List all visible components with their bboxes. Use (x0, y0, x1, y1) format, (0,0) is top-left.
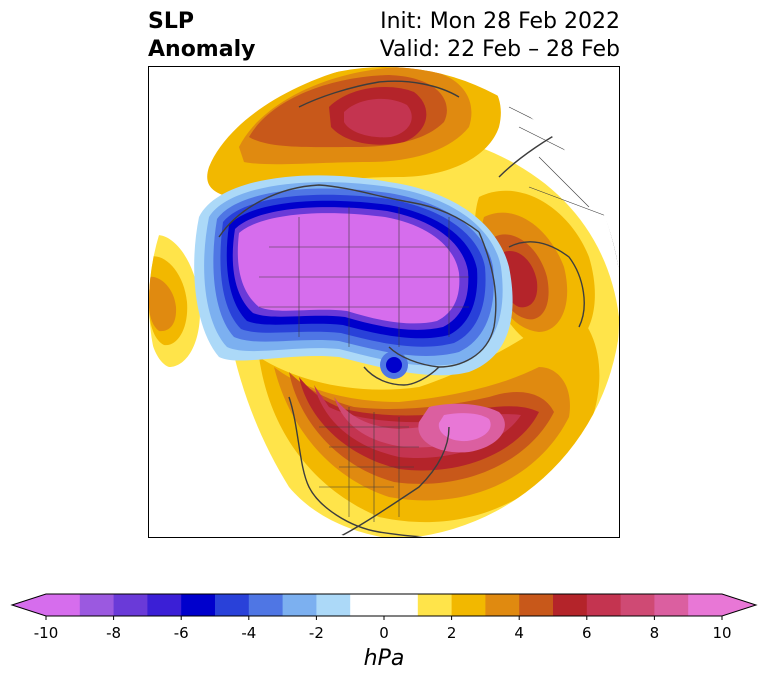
colorbar-bin (519, 594, 554, 616)
valid-date-label: Valid: 22 Feb – 28 Feb (379, 37, 620, 62)
colorbar-bin (215, 594, 250, 616)
colorbar (10, 593, 758, 620)
map-panel (148, 66, 620, 538)
colorbar-tick-label: 0 (379, 624, 389, 642)
colorbar-bin (451, 594, 486, 616)
colorbar-bin (147, 594, 182, 616)
colorbar-tick-label: -8 (106, 624, 122, 642)
colorbar-bin (248, 594, 284, 616)
colorbar-bin (586, 594, 622, 616)
anomaly-map (149, 67, 619, 537)
colorbar-bin (316, 594, 351, 616)
colorbar-bin (113, 594, 148, 616)
colorbar-tick-label: -4 (241, 624, 257, 642)
title-variable-line2: Anomaly (148, 37, 256, 62)
title-variable-line1: SLP (148, 9, 194, 34)
colorbar-bin (384, 594, 419, 616)
colorbar-tick-label: 6 (582, 624, 592, 642)
colorbar-tick-label: 8 (649, 624, 660, 642)
colorbar-units: hPa (363, 646, 405, 671)
colorbar-bin (46, 594, 81, 616)
colorbar-tick-label: 4 (514, 624, 524, 642)
colorbar-tick-label: -2 (308, 624, 324, 642)
init-date-label: Init: Mon 28 Feb 2022 (380, 9, 620, 34)
colorbar-extend-high (722, 594, 756, 616)
colorbar-bin (620, 594, 655, 616)
colorbar-tick-label: 10 (712, 624, 732, 642)
colorbar-tick-label: -10 (33, 624, 59, 642)
colorbar-ticks (45, 616, 723, 620)
colorbar-bin (688, 594, 723, 616)
colorbar-tick-label: -6 (173, 624, 189, 642)
map-dates: Init: Mon 28 Feb 2022 Valid: 22 Feb – 28… (380, 8, 620, 64)
colorbar-bin (79, 594, 115, 616)
map-title: SLP Anomaly (148, 8, 255, 64)
colorbar-bin (350, 594, 385, 616)
anomaly-field (149, 67, 619, 537)
colorbar-bin (553, 594, 588, 616)
colorbar-bin (417, 594, 453, 616)
colorbar-tick-label: 2 (446, 624, 457, 642)
colorbar-bin (181, 594, 216, 616)
colorbar-bin (485, 594, 520, 616)
colorbar-bin (282, 594, 317, 616)
colorbar-extend-low (12, 594, 46, 616)
colorbar-boxes (12, 594, 756, 616)
colorbar-bin (654, 594, 689, 616)
